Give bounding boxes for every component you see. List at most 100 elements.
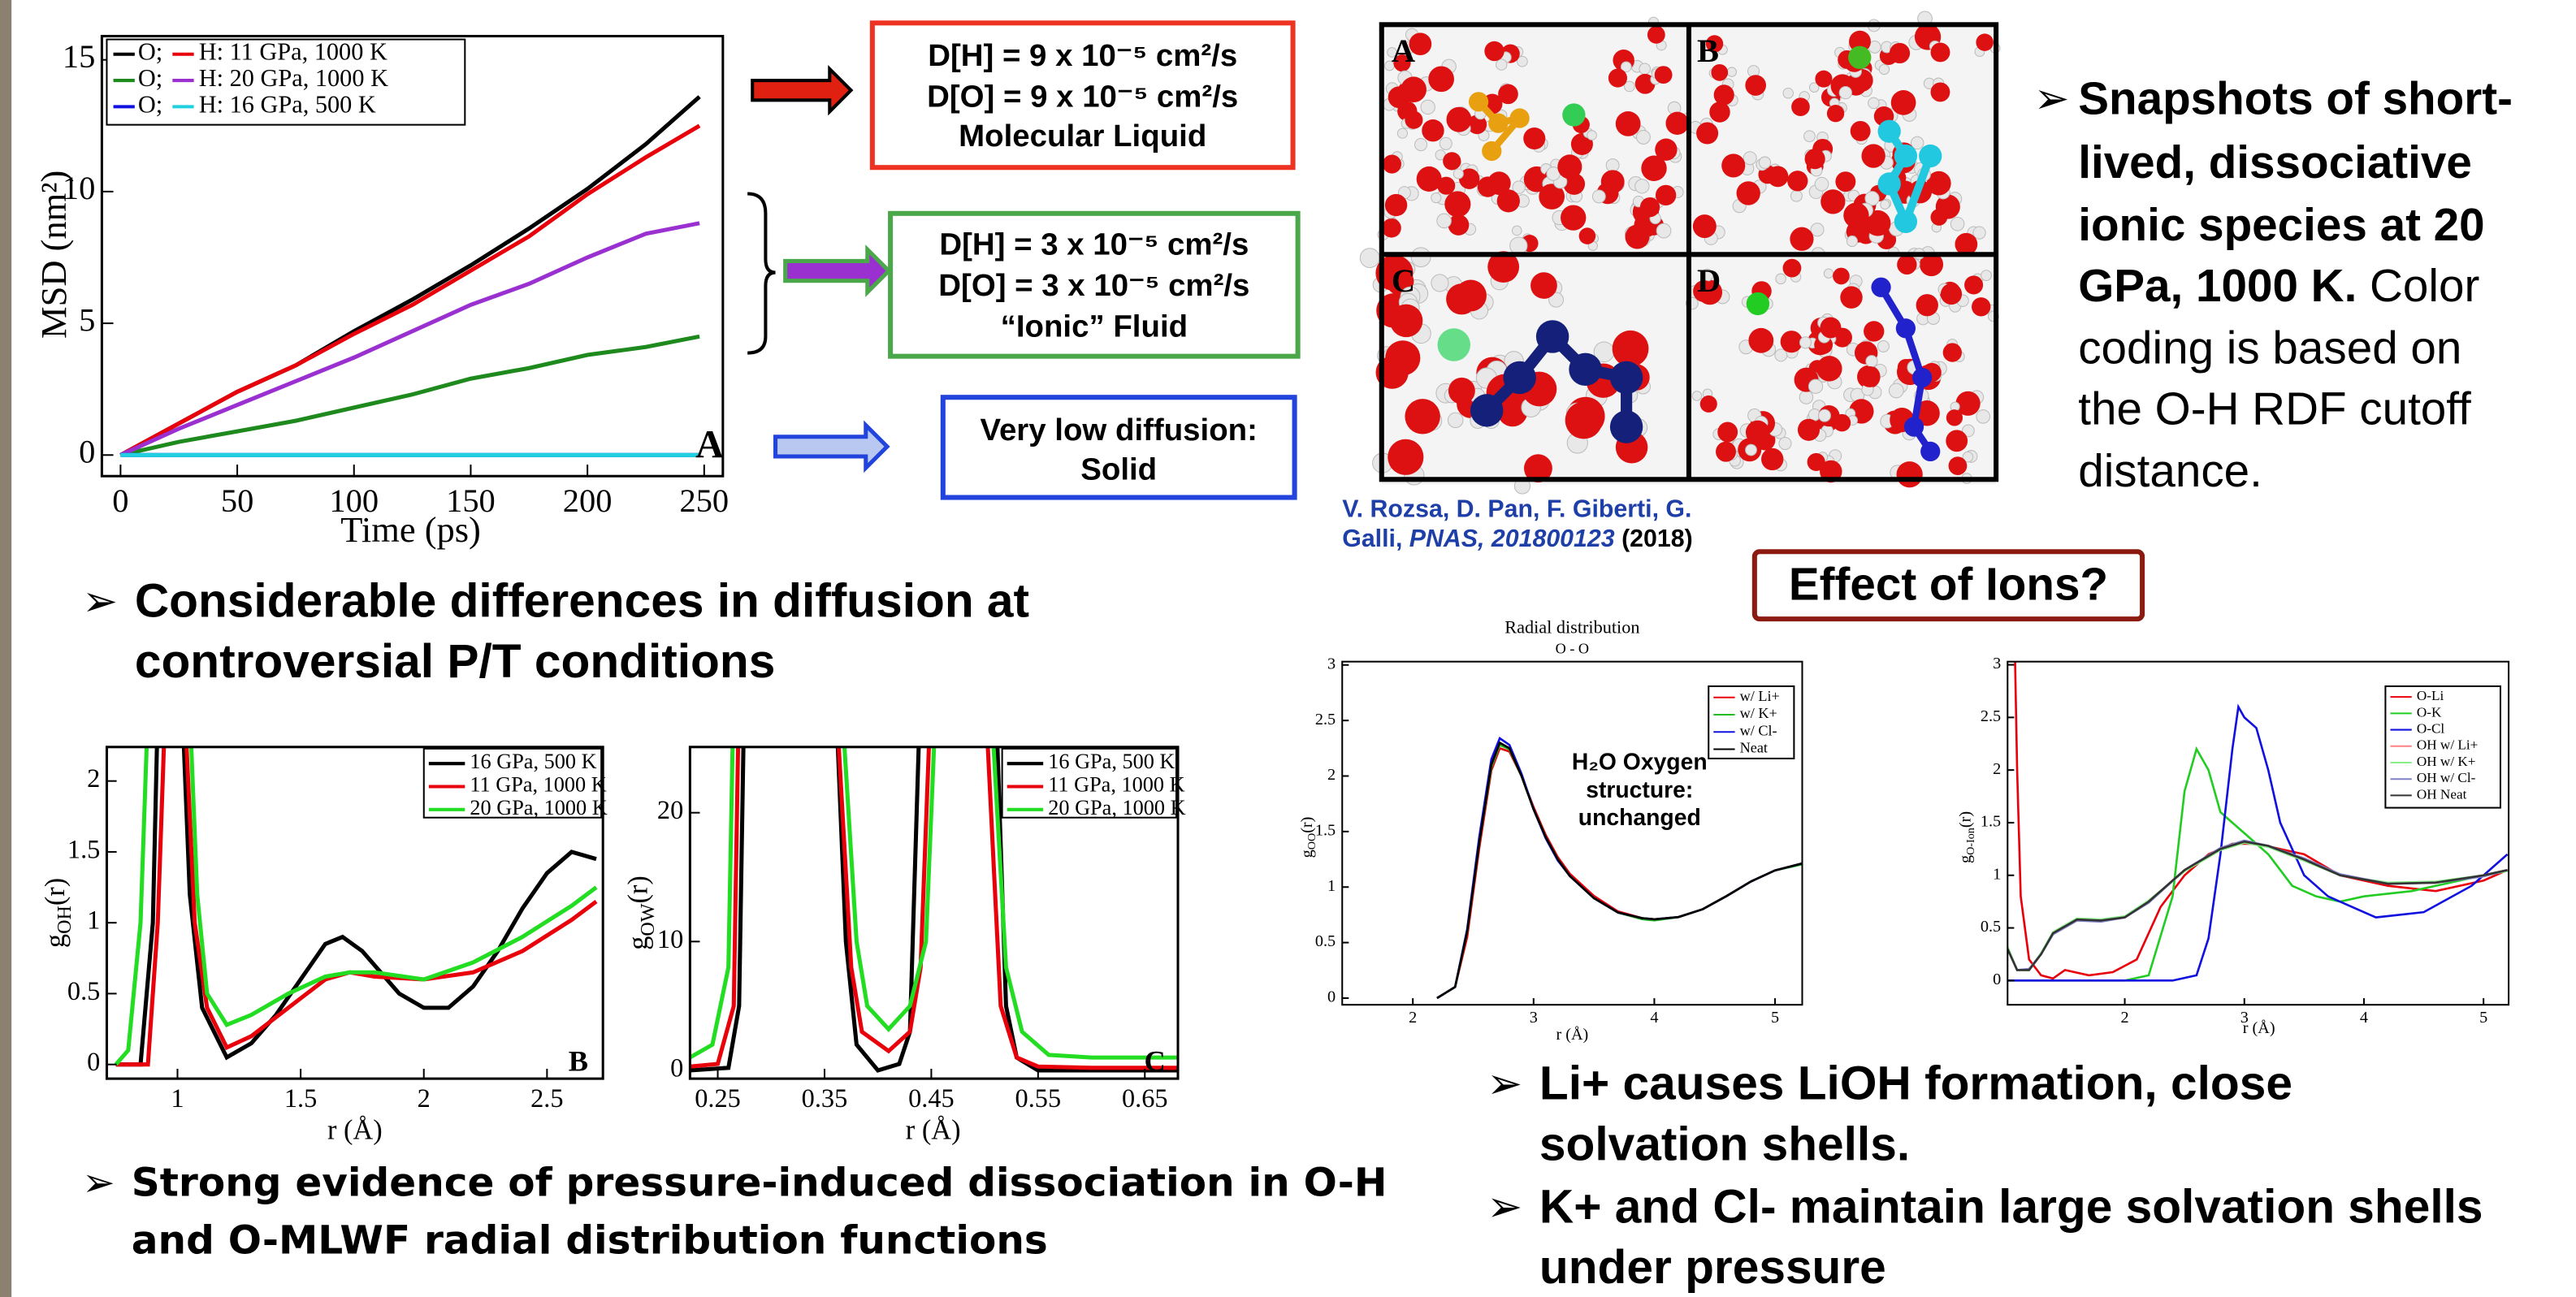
oxygen-atom	[1861, 144, 1885, 168]
y-axis-label-part: MSD (nm²)	[33, 171, 74, 339]
oxygen-atom	[1665, 111, 1689, 135]
oxygen-atom	[1864, 210, 1891, 236]
ion-atom	[1488, 113, 1509, 133]
y-axis-label-part: (r)	[40, 878, 71, 906]
snapshots	[1359, 11, 2001, 495]
y-tick-label: 3	[1993, 655, 2001, 672]
y-tick-label: 0	[79, 434, 95, 470]
oxygen-atom	[1405, 399, 1440, 434]
annotation: H₂O Oxygen	[1572, 748, 1708, 774]
ion-atom	[1609, 361, 1643, 395]
hydrogen-atom	[1877, 339, 1890, 352]
hydrogen-atom	[1420, 99, 1435, 115]
x-tick-label: 2	[2120, 1009, 2128, 1027]
series-line	[114, 746, 598, 1066]
hydrogen-atom	[1972, 226, 1986, 240]
oxygen-atom	[1972, 297, 1991, 317]
y-tick-label: 0	[670, 1053, 683, 1082]
oxygen-atom	[1797, 418, 1821, 441]
hydrogen-atom	[1548, 292, 1565, 308]
oxygen-atom	[1639, 197, 1660, 218]
legend-label: O-Cl	[2417, 721, 2445, 737]
oxygen-atom	[1484, 41, 1504, 62]
oxygen-atom	[1787, 171, 1808, 192]
plot-frame	[688, 746, 1180, 1080]
hydrogen-atom	[1981, 270, 1992, 281]
snapshot-text-bold: GPa, 1000 K.	[2078, 260, 2357, 311]
box-text: Very low diffusion:	[980, 413, 1257, 447]
annotation: structure:	[1586, 776, 1693, 802]
oxygen-atom	[1782, 258, 1802, 278]
legend-label: H: 11 GPa, 1000 K	[199, 38, 387, 66]
chart: 1 1.5 2 2.5 0 0.5 1 1.5 2 r (Å) gOH(r) B 16 GPa, 500…	[40, 746, 608, 1146]
legend-box	[1708, 685, 1795, 759]
hydrogen-atom	[1605, 158, 1620, 172]
x-tick-label: 0.35	[802, 1083, 848, 1113]
oxygen-atom	[1930, 42, 1950, 63]
legend-label: O;	[138, 38, 162, 66]
ion-atom	[1482, 141, 1502, 162]
oxygen-atom	[1561, 205, 1587, 231]
y-axis-label-part: (r)	[623, 875, 654, 903]
bullet-marker: ➢	[1487, 1183, 1522, 1231]
oxygen-atom	[1692, 214, 1717, 239]
legend-label: H: 20 GPa, 1000 K	[199, 64, 388, 92]
oxygen-atom	[1608, 68, 1627, 88]
x-tick-label: 0	[112, 482, 128, 519]
y-axis-label-part: g	[1297, 850, 1315, 858]
hydrogen-atom	[1790, 189, 1803, 202]
box-red	[869, 20, 1296, 171]
x-tick-label: 0.65	[1122, 1083, 1168, 1113]
hydrogen-atom	[1620, 61, 1632, 73]
ion-atom	[1746, 292, 1770, 316]
oxygen-atom	[1716, 441, 1737, 462]
oxygen-atom	[1539, 184, 1565, 210]
legend-label: 11 GPa, 1000 K	[470, 773, 606, 797]
oxygen-atom	[1736, 181, 1760, 205]
oxygen-atom	[1713, 84, 1734, 106]
legend-label: 20 GPa, 1000 K	[470, 796, 607, 819]
legend-box	[422, 747, 603, 819]
hydrogen-atom	[1814, 176, 1829, 192]
oxygen-atom	[1815, 70, 1833, 88]
oxygen-atom	[1612, 330, 1649, 367]
x-axis-label: r (Å)	[1556, 1026, 1588, 1044]
x-tick-label: 50	[221, 482, 253, 519]
oxygen-atom	[1393, 54, 1411, 72]
legend-box	[1001, 747, 1177, 819]
plot-frame	[1341, 660, 1803, 1006]
bond	[1902, 154, 1934, 223]
series-line	[119, 221, 700, 457]
citation: V. Rozsa, D. Pan, F. Giberti, G.	[1342, 496, 1691, 523]
hydrogen-atom	[1447, 412, 1464, 429]
hydrogen-atom	[1910, 136, 1924, 150]
y-tick-label: 2.5	[1981, 707, 2001, 725]
oxygen-atom	[1916, 294, 1938, 317]
hydrogen-atom	[1818, 409, 1831, 422]
oxygen-atom	[1850, 120, 1871, 141]
legend-label: OH w/ K+	[2417, 754, 2476, 769]
oxygen-atom	[1458, 168, 1480, 189]
oxygen-atom	[1761, 447, 1784, 471]
x-tick-label: 250	[680, 482, 730, 519]
hydrogen-atom	[1823, 268, 1834, 279]
oxygen-atom	[1926, 171, 1951, 196]
oxygen-atom	[1384, 193, 1408, 217]
hydrogen-atom	[1864, 191, 1880, 206]
hydrogen-atom	[1509, 236, 1528, 255]
y-tick-label: 0.5	[1981, 918, 2001, 936]
legend-label: OH w/ Li+	[2417, 737, 2479, 753]
hydrogen-atom	[1656, 223, 1672, 239]
oxygen-atom	[1647, 25, 1665, 44]
hydrogen-atom	[1976, 409, 1991, 424]
x-tick-label: 150	[446, 482, 496, 519]
arrow-green	[783, 244, 892, 297]
y-axis-label-part: (r)	[1956, 811, 1974, 828]
snapshot-label: B	[1697, 32, 1719, 69]
ion-atom	[1911, 367, 1933, 388]
oxygen-atom	[1444, 191, 1471, 218]
hydrogen-atom	[1635, 129, 1651, 145]
oxygen-atom	[1935, 194, 1960, 219]
series-line	[1436, 741, 1803, 1000]
oxygen-atom	[1717, 422, 1738, 443]
